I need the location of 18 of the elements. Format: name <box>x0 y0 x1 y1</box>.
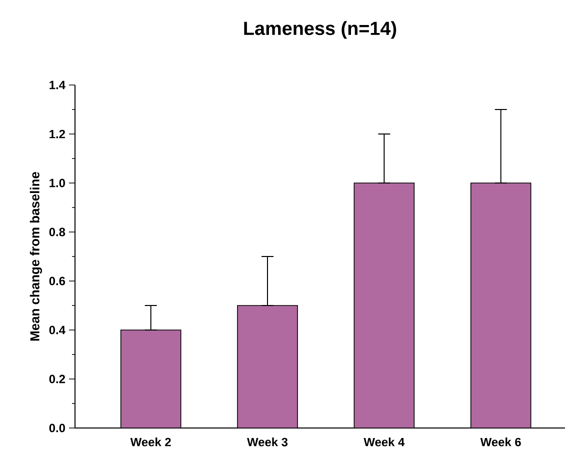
x-tick-label: Week 4 <box>364 438 405 446</box>
y-tick-label: 0.8 <box>49 228 66 236</box>
bar <box>354 182 415 428</box>
bar <box>237 305 298 428</box>
x-tick-label: Week 2 <box>130 438 171 446</box>
x-tick-label: Week 3 <box>247 438 288 446</box>
bar <box>120 330 182 428</box>
x-tick-label: Week 6 <box>480 438 521 446</box>
y-tick-label: 1.0 <box>50 178 65 188</box>
bar <box>470 182 532 428</box>
chart-title: Lameness (n=14) <box>244 21 396 39</box>
y-tick-label: 0.6 <box>49 276 66 286</box>
y-tick-label: 0.4 <box>49 326 66 334</box>
y-tick-label: 1.4 <box>50 80 66 90</box>
y-tick-label: 0.2 <box>49 374 66 384</box>
y-tick-label: 1.2 <box>50 130 66 138</box>
y-axis-title: Mean change from baseline <box>30 172 42 341</box>
y-tick-label: 0.0 <box>49 424 65 432</box>
